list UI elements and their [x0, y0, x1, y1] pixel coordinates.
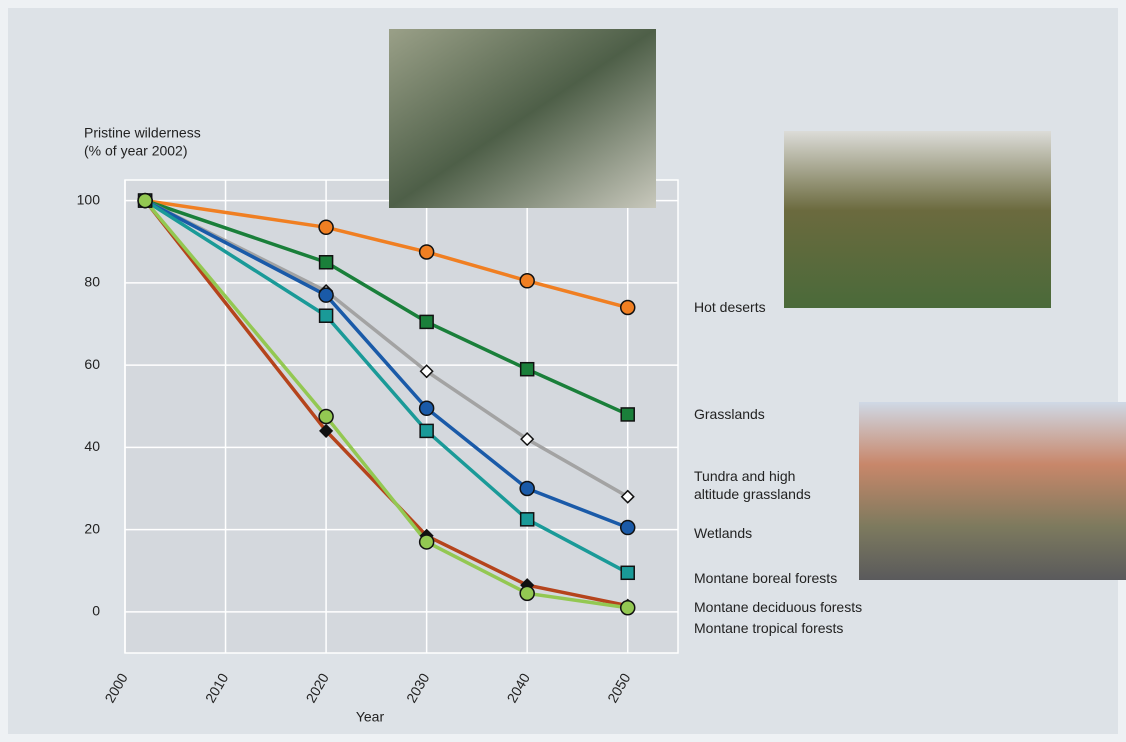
point [419, 314, 434, 330]
y-tick-label: 40 [84, 438, 100, 454]
photo [859, 402, 1126, 580]
point [619, 299, 636, 316]
photo [784, 131, 1051, 308]
legend-label: Montane deciduous forests [694, 599, 863, 615]
point [619, 600, 636, 616]
photo [389, 29, 656, 208]
point [418, 400, 435, 417]
point [620, 565, 635, 581]
plot-area [124, 179, 679, 654]
point [519, 512, 535, 527]
y-axis-label: (% of year 2002) [84, 143, 188, 159]
point [519, 585, 535, 602]
point [319, 423, 334, 438]
point [419, 423, 434, 439]
point [419, 364, 434, 379]
legend-label: Tundra and high altitude grasslands [694, 468, 811, 502]
point [520, 432, 535, 447]
legend-label: Grasslands [694, 406, 765, 422]
point [418, 534, 435, 550]
y-axis-label: Pristine wilderness [84, 125, 201, 141]
point [620, 489, 635, 504]
point [318, 219, 334, 236]
y-tick-label: 80 [84, 274, 100, 290]
legend-label: Montane boreal forests [694, 570, 838, 586]
point [318, 408, 334, 425]
y-tick-label: 100 [77, 191, 101, 207]
y-tick-label: 0 [92, 603, 100, 619]
y-tick-label: 20 [84, 520, 100, 536]
legend-label: Hot deserts [694, 299, 766, 315]
point [620, 407, 635, 422]
legend-label: Montane tropical forests [694, 620, 844, 636]
point [318, 308, 334, 323]
point [519, 361, 535, 377]
point [137, 192, 153, 209]
y-tick-label: 60 [84, 356, 100, 372]
legend-label: Wetlands [694, 525, 753, 541]
point [519, 480, 535, 497]
x-axis-label: Year [356, 709, 385, 725]
point [519, 273, 535, 289]
point [318, 255, 334, 270]
point [619, 519, 636, 536]
point [318, 287, 334, 303]
point [418, 244, 435, 260]
